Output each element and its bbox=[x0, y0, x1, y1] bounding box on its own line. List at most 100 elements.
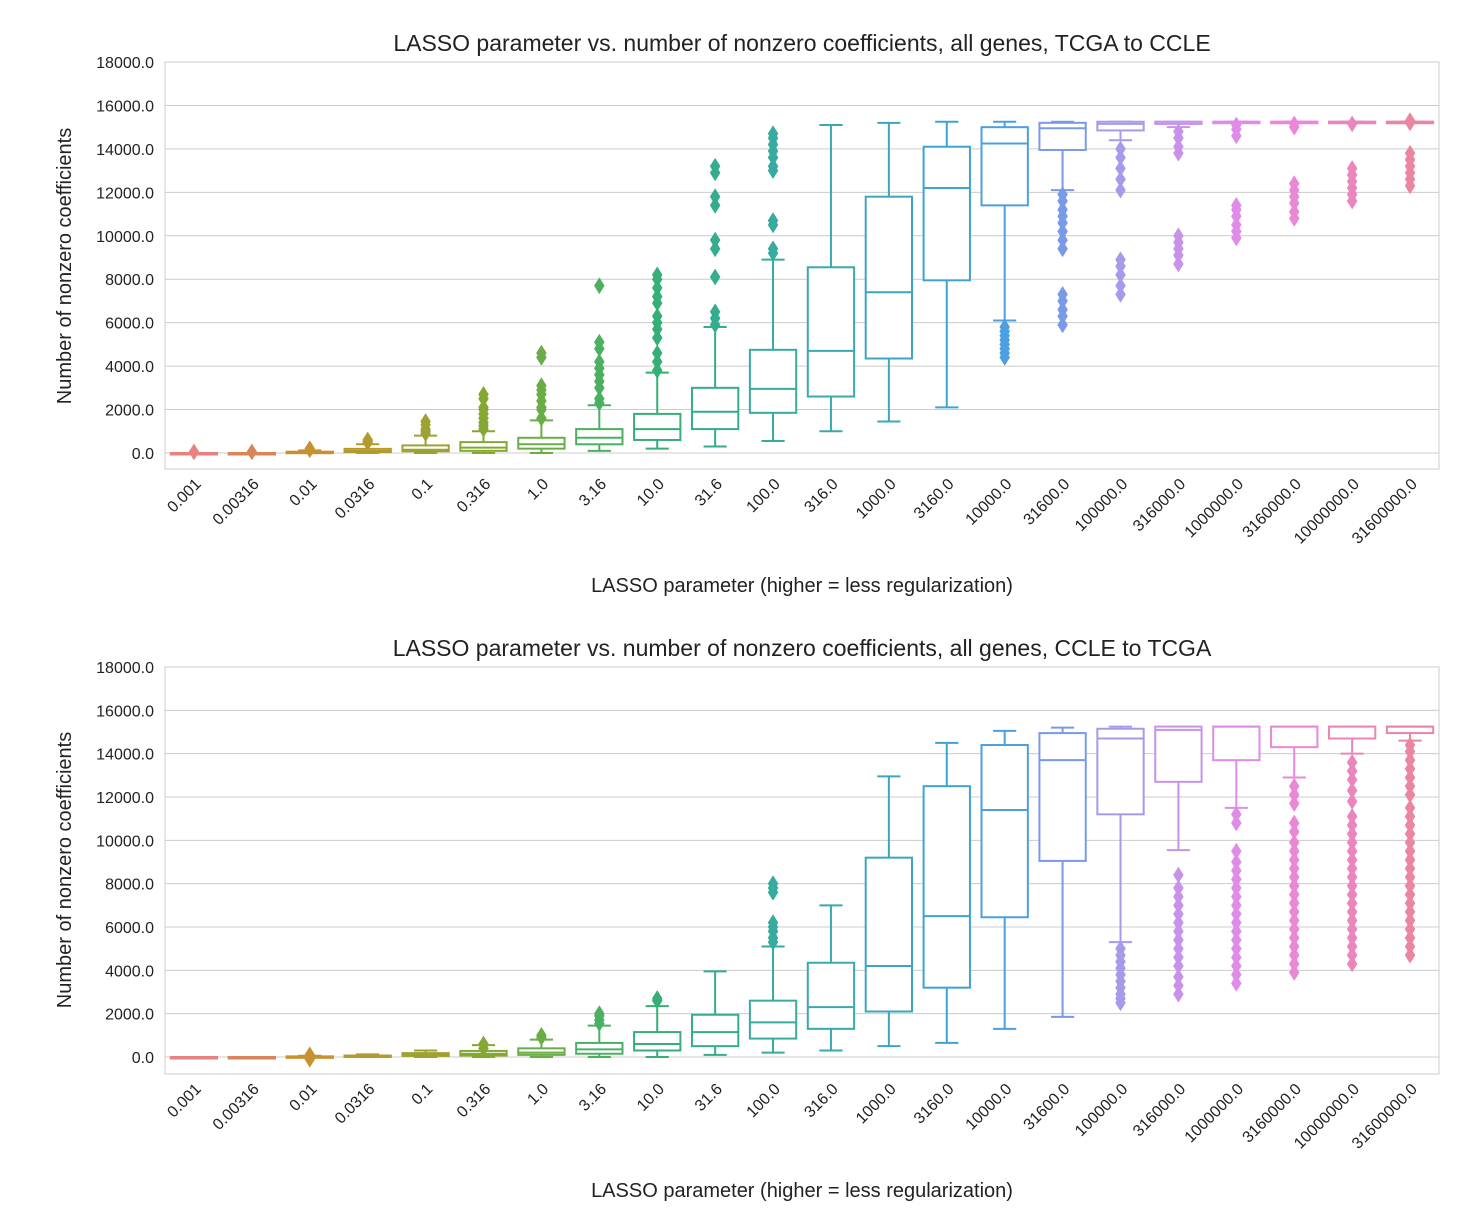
box-outlier-point bbox=[1231, 922, 1242, 940]
bottom-chart-x-tick-label: 100.0 bbox=[744, 1081, 784, 1121]
box-iqr bbox=[1096, 727, 1145, 816]
box-outlier-point bbox=[594, 390, 605, 408]
box-outlier-point bbox=[1173, 866, 1184, 884]
bottom-chart-x-tick-label: 0.01 bbox=[287, 1081, 321, 1115]
box-iqr bbox=[1270, 725, 1319, 749]
bottom-chart-x-tick-label: 10000.0 bbox=[963, 1081, 1016, 1134]
top-chart-x-tick-label: 31.6 bbox=[692, 476, 726, 510]
box-outlier-point bbox=[1404, 903, 1416, 921]
box-outlier-point bbox=[536, 1026, 547, 1044]
box-outlier-point bbox=[1231, 948, 1242, 966]
top-chart-box-3160.0 bbox=[922, 120, 971, 409]
box-outlier-point bbox=[1404, 894, 1416, 912]
top-chart-x-tick-label: 31600.0 bbox=[1020, 476, 1073, 529]
bottom-chart-box-10.0 bbox=[633, 990, 682, 1058]
top-chart-box-0.316 bbox=[459, 385, 508, 454]
box-outlier-point bbox=[1404, 808, 1416, 825]
box-outlier-point bbox=[1115, 940, 1126, 958]
top-chart-x-tick-label: 100000.0 bbox=[1072, 476, 1131, 535]
box-outlier-point bbox=[1288, 115, 1300, 133]
bottom-chart-x-tick-label: 0.001 bbox=[164, 1081, 204, 1121]
box-iqr bbox=[864, 856, 914, 1013]
bottom-chart-x-tick-label: 0.1 bbox=[409, 1081, 437, 1109]
box-iqr bbox=[401, 444, 450, 453]
top-chart-box-0.01 bbox=[285, 440, 334, 459]
box-iqr bbox=[1212, 725, 1261, 762]
bottom-chart-y-tick-label: 4000.0 bbox=[105, 963, 154, 980]
box-outlier-point bbox=[1404, 736, 1416, 754]
top-chart-box-3160000.0 bbox=[1270, 115, 1319, 227]
box-outlier-point bbox=[1173, 914, 1184, 932]
top-chart-y-tick-label: 4000.0 bbox=[105, 359, 154, 376]
box-outlier-point bbox=[1057, 240, 1068, 258]
box-outlier-point bbox=[1231, 814, 1242, 832]
box-outlier-point bbox=[709, 231, 721, 249]
bottom-chart-y-axis-label: Number of nonzero coefficients bbox=[54, 732, 76, 1008]
box-outlier-point bbox=[1288, 912, 1300, 929]
bottom-chart-y-tick-label: 16000.0 bbox=[96, 703, 154, 720]
box-outlier-point bbox=[1288, 903, 1300, 921]
bottom-chart-box-0.001 bbox=[169, 1056, 219, 1060]
bottom-chart-title: LASSO parameter vs. number of nonzero co… bbox=[393, 635, 1212, 661]
box-iqr bbox=[980, 744, 1029, 919]
top-chart-box-10.0 bbox=[633, 266, 682, 450]
top-chart-x-tick-label: 316000.0 bbox=[1130, 476, 1189, 535]
box-outlier-point bbox=[1346, 946, 1358, 964]
top-chart-x-tick-label: 10.0 bbox=[634, 476, 668, 510]
box-iqr bbox=[575, 1041, 624, 1055]
bottom-chart-box-316.0 bbox=[806, 904, 856, 1052]
box-outlier-point bbox=[1115, 170, 1126, 188]
box-outlier-point bbox=[536, 377, 547, 395]
box-iqr bbox=[459, 441, 508, 452]
bottom-chart-x-tick-label: 0.0316 bbox=[332, 1081, 379, 1128]
box-outlier-point bbox=[1346, 834, 1358, 851]
bottom-chart-y-tick-label: 14000.0 bbox=[96, 747, 154, 764]
bottom-chart-x-axis-label: LASSO parameter (higher = less regulariz… bbox=[591, 1180, 1013, 1202]
bottom-chart-box-0.1 bbox=[401, 1049, 450, 1058]
box-outlier-point bbox=[594, 353, 605, 371]
box-outlier-point bbox=[1404, 851, 1416, 869]
box-outlier-point bbox=[709, 240, 721, 258]
top-chart-y-tick-label: 18000.0 bbox=[96, 55, 154, 72]
box-outlier-point bbox=[1115, 159, 1126, 177]
box-outlier-point bbox=[709, 196, 721, 214]
box-outlier-point bbox=[304, 440, 316, 458]
top-chart-y-tick-label: 8000.0 bbox=[105, 272, 154, 289]
box-outlier-point bbox=[478, 385, 489, 403]
bottom-chart-box-100.0 bbox=[748, 875, 798, 1054]
bottom-chart-y-tick-label: 8000.0 bbox=[105, 877, 154, 894]
top-chart-title: LASSO parameter vs. number of nonzero co… bbox=[393, 30, 1210, 56]
box-outlier-point bbox=[1288, 946, 1300, 964]
top-chart-y-tick-label: 2000.0 bbox=[105, 403, 154, 420]
box-outlier-point bbox=[1231, 966, 1242, 984]
box-outlier-point bbox=[1173, 985, 1184, 1003]
top-chart-box-100000.0 bbox=[1096, 120, 1145, 303]
box-outlier-point bbox=[1288, 868, 1300, 886]
box-outlier-point bbox=[651, 288, 663, 306]
box-outlier-point bbox=[536, 344, 547, 362]
box-outlier-point bbox=[1404, 799, 1416, 817]
box-iqr bbox=[1154, 725, 1203, 783]
box-iqr bbox=[1327, 725, 1377, 740]
box-outlier-point bbox=[1404, 912, 1416, 929]
top-chart-x-tick-label: 1.0 bbox=[524, 476, 552, 504]
bottom-chart-box-1000000.0 bbox=[1212, 725, 1261, 992]
box-outlier-point bbox=[1346, 782, 1358, 799]
box-outlier-point bbox=[651, 344, 663, 362]
box-outlier-point bbox=[1404, 834, 1416, 851]
bottom-chart-y-tick-label: 6000.0 bbox=[105, 920, 154, 937]
box-outlier-point bbox=[1173, 879, 1184, 897]
bottom-chart-x-tick-label: 316000.0 bbox=[1130, 1081, 1189, 1140]
top-chart-x-tick-label: 3.16 bbox=[576, 476, 610, 510]
box-outlier-point bbox=[1404, 144, 1416, 162]
top-chart-box-0.00316 bbox=[227, 443, 277, 461]
box-outlier-point bbox=[1346, 771, 1358, 789]
box-outlier-point bbox=[1173, 255, 1184, 273]
box-outlier-point bbox=[767, 125, 779, 143]
bottom-chart-x-tick-label: 0.316 bbox=[454, 1081, 494, 1121]
top-chart-x-tick-label: 3160.0 bbox=[911, 476, 958, 523]
box-outlier-point bbox=[1288, 834, 1300, 851]
box-iqr bbox=[575, 428, 624, 446]
top-chart-box-10000000.0 bbox=[1327, 115, 1377, 210]
box-iqr bbox=[690, 1013, 740, 1048]
